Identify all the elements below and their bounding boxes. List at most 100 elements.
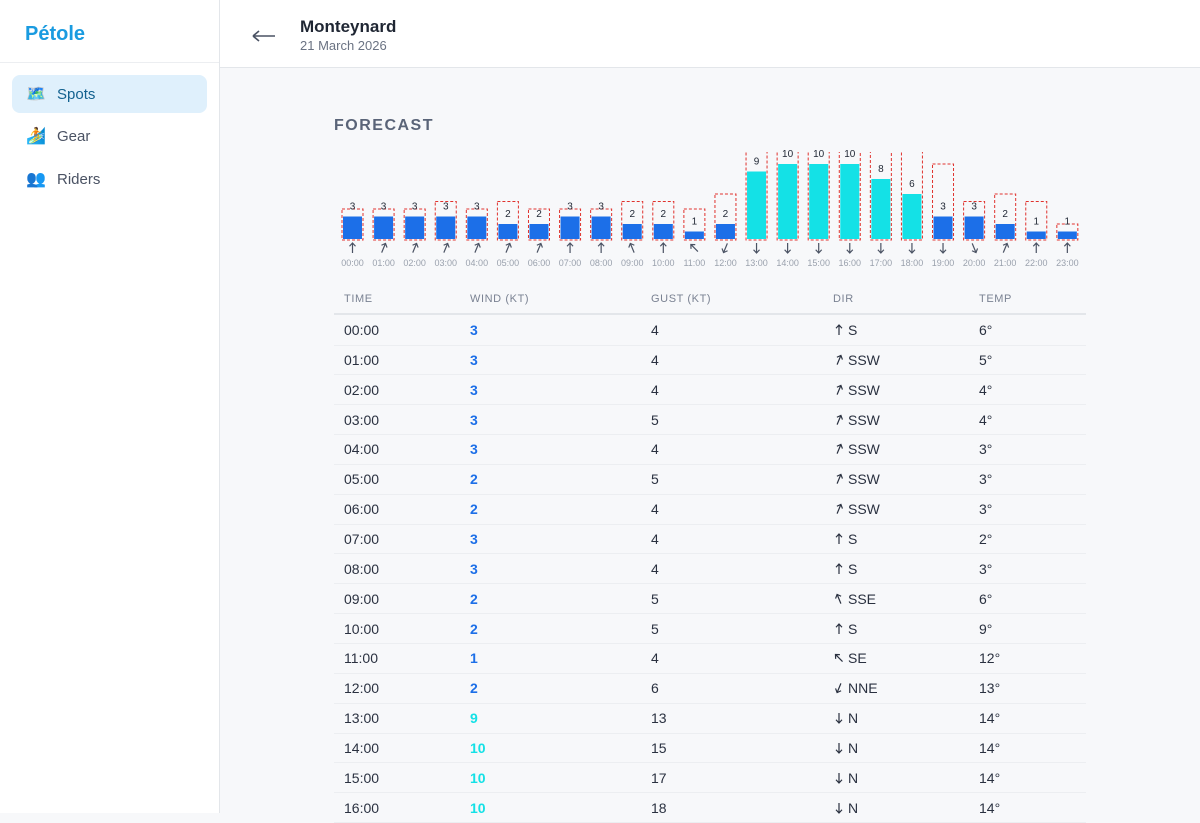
gust-box: [434, 201, 457, 241]
column-header: DIR: [833, 293, 854, 305]
time-cell: 12:00: [344, 680, 380, 697]
direction-arrow: [505, 242, 512, 253]
hour-label: 01:00: [372, 258, 395, 268]
arrow-shape: [877, 243, 885, 254]
arrow-shape: [836, 414, 844, 425]
row-rule: [334, 583, 1086, 585]
wind-label: 2: [629, 209, 635, 220]
wind-label: 2: [505, 209, 511, 220]
hour-label: 20:00: [963, 258, 986, 268]
temp-cell: 3°: [979, 560, 993, 577]
arrow-shape: [835, 622, 843, 634]
dir-icon: [836, 384, 844, 395]
time-cell: 10:00: [344, 620, 380, 637]
direction-arrow: [566, 242, 574, 253]
time-cell: 14:00: [344, 739, 380, 756]
arrow-shape: [836, 384, 844, 395]
wind-bar: [871, 179, 891, 239]
temp-cell: 13°: [979, 680, 1001, 697]
time-cell: 07:00: [344, 530, 380, 547]
wind-bar: [467, 216, 487, 239]
dir-icon: [836, 443, 844, 455]
row-rule: [334, 762, 1086, 764]
wind-cell: 10: [470, 739, 486, 756]
row-rule: [334, 404, 1086, 406]
row-rule: [334, 672, 1086, 674]
back-button[interactable]: [250, 26, 278, 46]
gust-box: [994, 193, 1017, 241]
hour-label: 14:00: [776, 258, 799, 268]
direction-arrow: [721, 243, 728, 254]
arrow-shape: [597, 242, 605, 253]
time-cell: 04:00: [344, 441, 380, 458]
column-header: TIME: [344, 293, 373, 305]
dir-icon: [835, 713, 843, 724]
hour-label: 12:00: [714, 258, 737, 268]
temp-cell: 14°: [979, 739, 1001, 756]
nav-item[interactable]: 🗺️ Spots: [12, 75, 207, 113]
gust-cell: 18: [651, 799, 667, 816]
gust-box: [465, 208, 488, 241]
gust-box: [559, 208, 582, 241]
wind-label: 10: [782, 149, 794, 160]
nav-item[interactable]: 👥 Riders: [12, 160, 207, 198]
arrow-shape: [836, 503, 844, 514]
wind-bar: [809, 164, 829, 239]
time-cell: 05:00: [344, 471, 380, 488]
wind-cell: 9: [470, 710, 478, 727]
wind-bar: [715, 224, 735, 239]
arrow-shape: [834, 593, 842, 604]
wind-cell: 1: [470, 650, 478, 667]
arrow-shape: [836, 354, 844, 365]
wind-chart: 3 00:00 3 01:00 3 02:00 3 03:00 3 04:00 2 05:00 2 06:…: [341, 149, 1078, 268]
temp-cell: 2°: [979, 530, 993, 547]
temp-cell: 5°: [979, 351, 993, 368]
arrow-shape: [1002, 242, 1010, 253]
dir-icon: [834, 593, 842, 604]
arrow-shape: [836, 473, 844, 485]
arrow-shape: [939, 243, 947, 254]
arrow-shape: [566, 242, 574, 253]
row-rule: [334, 792, 1086, 794]
hour-label: 16:00: [839, 258, 862, 268]
dir-icon: [835, 772, 843, 784]
hour-label: 19:00: [932, 258, 955, 268]
gust-cell: 4: [651, 560, 659, 577]
direction-arrow: [836, 384, 844, 395]
wind-label: 8: [878, 164, 884, 175]
time-cell: 09:00: [344, 590, 380, 607]
direction-arrow: [834, 593, 842, 604]
temp-cell: 9°: [979, 620, 993, 637]
direction-arrow: [846, 243, 854, 254]
wind-label: 10: [813, 149, 825, 160]
gust-cell: 5: [651, 411, 659, 428]
row-rule: [334, 493, 1086, 495]
direction-arrow: [659, 242, 667, 253]
wind-label: 2: [1002, 209, 1008, 220]
direction-arrow: [836, 503, 844, 514]
wind-bar: [591, 216, 611, 239]
gust-box: [869, 152, 892, 241]
direction-arrow: [443, 242, 450, 253]
wind-cell: 3: [470, 351, 478, 368]
logo[interactable]: Pétole: [25, 23, 86, 45]
arrow-shape: [690, 243, 699, 252]
gust-cell: 5: [651, 471, 659, 488]
direction-arrow: [835, 742, 843, 754]
icon: 🗺️: [26, 86, 46, 103]
divider: [0, 62, 219, 63]
wind-bar: [747, 171, 767, 239]
row-rule: [334, 613, 1086, 615]
dir-icon: [835, 802, 843, 814]
dir-cell: N: [848, 739, 859, 756]
direction-arrow: [381, 242, 388, 253]
temp-cell: 3°: [979, 501, 993, 518]
nav-item[interactable]: 🏄 Gear: [12, 117, 207, 155]
direction-arrow: [753, 243, 760, 254]
dir-icon: [835, 622, 843, 634]
gust-box: [963, 201, 986, 241]
wind-bar: [933, 216, 953, 239]
section-title: FORECAST: [334, 117, 434, 134]
temp-cell: 14°: [979, 710, 1001, 727]
